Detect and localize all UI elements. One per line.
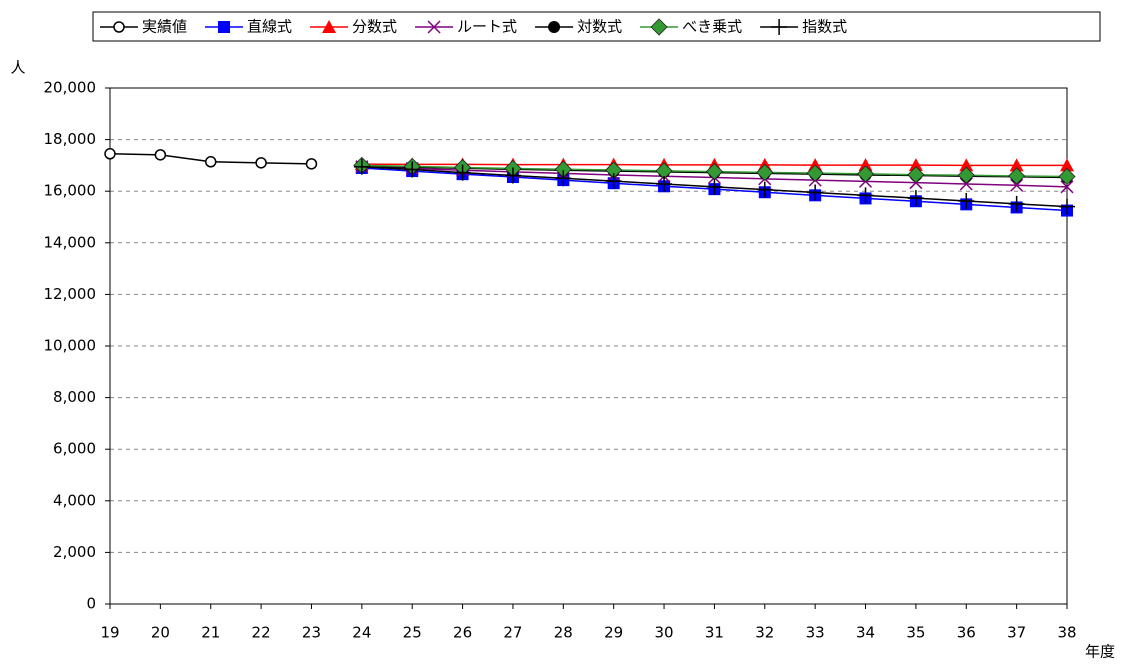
marker	[806, 164, 824, 182]
marker	[1060, 158, 1074, 172]
marker	[1059, 198, 1075, 215]
marker	[555, 170, 572, 187]
legend-label: 実績値	[142, 18, 187, 36]
x-tick-label: 33	[806, 624, 825, 642]
marker	[958, 193, 975, 210]
x-tick-label: 28	[554, 624, 573, 642]
marker	[959, 158, 974, 172]
legend-marker	[322, 20, 337, 33]
legend-marker	[650, 18, 668, 36]
legend-label: 分数式	[352, 18, 397, 36]
marker	[1009, 158, 1024, 172]
legend-marker	[771, 19, 788, 35]
x-tick-label: 32	[755, 624, 774, 642]
x-tick-label: 34	[856, 624, 875, 642]
legend-marker	[113, 21, 125, 33]
legend-marker	[427, 20, 441, 34]
marker	[807, 184, 824, 201]
marker	[1008, 195, 1025, 212]
marker	[857, 187, 874, 204]
y-tick-label: 18,000	[44, 130, 97, 148]
y-tick-label: 2,000	[53, 543, 96, 561]
x-tick-label: 31	[705, 624, 724, 642]
legend-label: ルート式	[457, 18, 517, 36]
marker	[1060, 180, 1074, 194]
marker	[858, 158, 873, 172]
y-tick-label: 4,000	[53, 491, 96, 509]
marker	[1058, 167, 1076, 186]
legend-marker	[218, 21, 231, 33]
x-tick-label: 22	[252, 624, 271, 642]
marker	[706, 178, 723, 195]
x-tick-label: 38	[1057, 624, 1076, 642]
y-tick-label: 0	[86, 595, 96, 613]
x-tick-label: 24	[352, 624, 371, 642]
plot-frame	[109, 87, 1068, 605]
x-tick-label: 20	[151, 624, 170, 642]
y-tick-label: 12,000	[44, 285, 97, 303]
marker	[204, 156, 217, 168]
y-tick-label: 10,000	[44, 337, 97, 355]
marker	[756, 163, 774, 181]
marker	[908, 158, 923, 172]
x-tick-label: 19	[100, 624, 119, 642]
marker	[353, 158, 370, 175]
marker	[404, 161, 421, 178]
y-tick-label: 20,000	[44, 79, 97, 97]
y-tick-label: 16,000	[44, 182, 97, 200]
x-tick-label: 27	[503, 624, 522, 642]
marker	[907, 190, 924, 207]
marker	[1008, 167, 1026, 185]
y-tick-label: 6,000	[53, 440, 96, 458]
y-axis-label: 人	[10, 59, 25, 77]
marker	[154, 149, 167, 161]
x-tick-label: 23	[302, 624, 321, 642]
y-tick-label: 14,000	[44, 233, 97, 251]
x-tick-label: 37	[1007, 624, 1026, 642]
marker	[454, 164, 471, 181]
legend-label: 指数式	[802, 18, 847, 36]
legend-label: 直線式	[247, 18, 292, 36]
marker	[305, 158, 318, 170]
marker	[656, 175, 673, 192]
x-tick-label: 21	[201, 624, 220, 642]
marker	[104, 148, 116, 160]
marker	[957, 166, 975, 184]
marker	[605, 173, 622, 190]
x-tick-label: 29	[604, 624, 623, 642]
x-tick-label: 30	[655, 624, 674, 642]
x-axis-label: 年度	[1085, 643, 1115, 661]
legend-label: 対数式	[577, 18, 622, 36]
legend-marker	[548, 21, 561, 33]
marker	[504, 167, 521, 184]
x-tick-label: 35	[906, 624, 925, 642]
marker	[255, 157, 267, 169]
x-tick-label: 26	[453, 624, 472, 642]
marker	[1010, 178, 1024, 192]
x-tick-label: 36	[957, 624, 976, 642]
legend-frame	[92, 11, 1101, 42]
y-tick-label: 8,000	[53, 388, 96, 406]
marker	[907, 166, 925, 184]
marker	[856, 165, 875, 183]
x-tick-label: 25	[403, 624, 422, 642]
marker	[756, 181, 773, 198]
legend-label: べき乗式	[682, 18, 742, 36]
